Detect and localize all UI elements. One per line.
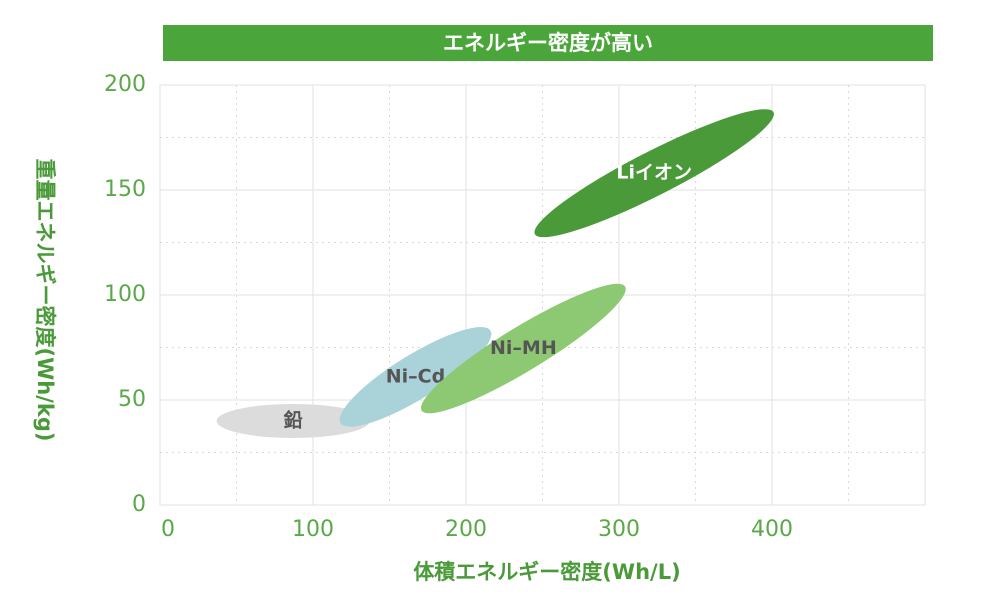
y-tick-label: 200 bbox=[104, 72, 146, 97]
region bbox=[534, 109, 774, 238]
x-tick-label: 0 bbox=[161, 517, 175, 542]
region-label: Ni–Cd bbox=[386, 365, 445, 387]
y-axis-label: 重量エネルギー密度(Wh/kg) bbox=[33, 159, 57, 442]
region bbox=[339, 327, 492, 427]
title-banner bbox=[163, 25, 933, 61]
region-label: Ni–MH bbox=[490, 337, 557, 359]
x-tick-label: 400 bbox=[751, 517, 793, 542]
region-label: Liイオン bbox=[616, 162, 692, 184]
y-tick-label: 100 bbox=[104, 282, 146, 307]
x-tick-label: 300 bbox=[598, 517, 640, 542]
x-tick-label: 200 bbox=[445, 517, 487, 542]
chart-title: エネルギー密度が高い bbox=[443, 31, 653, 55]
region-label: 鉛 bbox=[284, 409, 303, 432]
x-axis-label: 体積エネルギー密度(Wh/L) bbox=[413, 560, 680, 584]
y-tick-label: 150 bbox=[104, 177, 146, 202]
y-tick-label: 50 bbox=[118, 387, 146, 412]
region bbox=[420, 283, 626, 414]
y-tick-label: 0 bbox=[132, 492, 146, 517]
region bbox=[216, 404, 370, 438]
x-tick-label: 100 bbox=[292, 517, 334, 542]
